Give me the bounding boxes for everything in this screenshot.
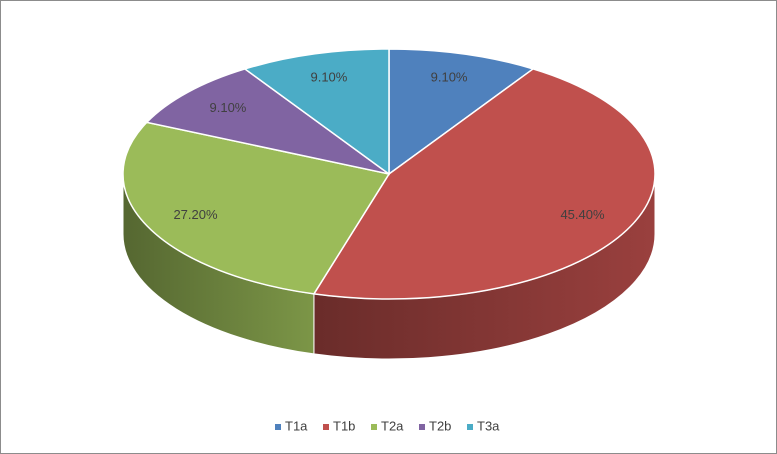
data-label: 9.10% bbox=[310, 70, 347, 85]
legend-label: T2b bbox=[429, 418, 451, 433]
legend-label: T3a bbox=[477, 418, 500, 433]
data-label: 27.20% bbox=[173, 207, 218, 222]
data-label: 45.40% bbox=[560, 207, 605, 222]
data-label: 9.10% bbox=[210, 100, 247, 115]
legend: T1a T1b T2a T2b T3a bbox=[275, 418, 500, 433]
data-label: 9.10% bbox=[431, 70, 468, 85]
legend-label: T1a bbox=[285, 418, 308, 433]
pie-tops bbox=[122, 48, 656, 300]
pie-slice bbox=[145, 68, 390, 175]
legend-swatch bbox=[371, 424, 377, 430]
legend-swatch bbox=[323, 424, 329, 430]
pie-slice bbox=[243, 48, 390, 176]
legend-label: T2a bbox=[381, 418, 404, 433]
legend-label: T1b bbox=[333, 418, 355, 433]
legend-swatch bbox=[419, 424, 425, 430]
pie-slice bbox=[312, 68, 656, 300]
pie-slice bbox=[122, 121, 391, 295]
legend-swatch bbox=[467, 424, 473, 430]
legend-swatch bbox=[275, 424, 281, 430]
data-labels: 9.10% 45.40% 27.20% 9.10% 9.10% bbox=[173, 70, 605, 223]
pie-slice bbox=[388, 48, 535, 176]
